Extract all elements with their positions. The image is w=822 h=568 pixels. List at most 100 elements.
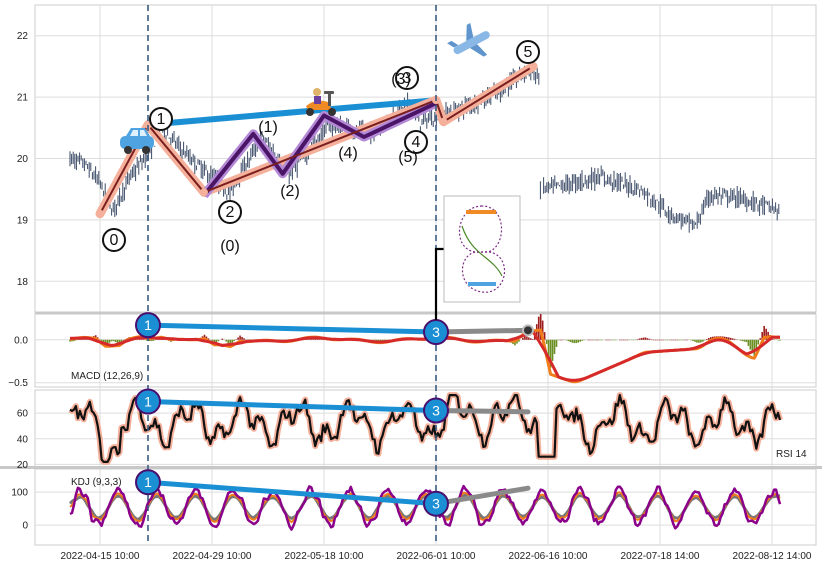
macd-histogram-bar: [731, 338, 734, 340]
y-tick-label: 18: [17, 277, 29, 288]
macd-histogram-bar: [652, 339, 655, 341]
macd-histogram-bar: [577, 339, 580, 343]
divergence-line: [145, 479, 439, 507]
grey-end-dot: [522, 324, 534, 337]
y-tick-label: 0.0: [14, 335, 28, 346]
macd-histogram-bar: [761, 332, 764, 340]
macd-histogram-bar: [765, 328, 767, 340]
wave-label-3: 3: [395, 66, 419, 90]
macd-histogram-bar: [217, 339, 220, 342]
thumbnail-inset: [443, 195, 521, 303]
kdj-label: KDJ (9,3,3): [71, 477, 122, 488]
macd-histogram-bar: [690, 339, 692, 341]
macd-histogram-bar: [561, 339, 564, 341]
sub-wave: [202, 101, 437, 197]
macd-histogram-bar: [112, 339, 115, 342]
wave-label-4: 4: [404, 130, 428, 154]
divergence-marker-circle: [423, 490, 449, 517]
macd-layer: [69, 314, 781, 384]
macd-histogram-bar: [636, 339, 639, 340]
macd-histogram-bar: [539, 314, 542, 340]
macd-histogram-bar: [704, 339, 706, 341]
macd-histogram-bar: [581, 339, 584, 341]
grey-divergence-line: [433, 327, 531, 335]
macd-histogram-bar: [227, 339, 230, 344]
divergence-marker-circle: [135, 312, 161, 339]
macd-histogram-bar: [674, 339, 676, 341]
macd-histogram-bar: [207, 338, 210, 340]
macd-histogram-bar: [225, 339, 228, 342]
macd-histogram-bar: [757, 339, 760, 345]
macd-histogram-bar: [619, 339, 621, 341]
macd-histogram-bar: [531, 339, 534, 340]
macd-histogram-bar: [741, 339, 744, 342]
wave-point: [200, 188, 208, 197]
macd-histogram-bar: [152, 339, 154, 342]
macd-histogram-bar: [108, 339, 111, 343]
wave-label-circle: [404, 130, 428, 154]
wave-label-text: 2: [226, 204, 235, 221]
macd-histogram-bar: [702, 339, 704, 342]
macd-histogram-bar: [611, 339, 613, 341]
macd-label: MACD (12,26,9): [71, 371, 143, 382]
macd-histogram-bar: [646, 338, 649, 340]
macd-histogram-bar: [100, 339, 103, 342]
kdj-layer: [68, 484, 782, 531]
macd-histogram-bar: [624, 339, 627, 341]
macd-histogram-bar: [118, 339, 121, 344]
macd-histogram-bar: [375, 339, 378, 341]
sub-wave-label: (1): [258, 119, 278, 136]
macd-histogram-bar: [239, 335, 241, 340]
macd-histogram-bar: [692, 339, 694, 341]
macd-histogram-bar: [680, 339, 682, 341]
macd-histogram-bar: [642, 337, 645, 340]
macd-histogram-bar: [670, 339, 673, 341]
macd-histogram-bar: [73, 339, 75, 342]
macd-histogram-bar: [106, 339, 109, 344]
trend-line: [145, 97, 439, 128]
macd-histogram-bar: [571, 339, 574, 343]
macd-histogram-bar: [211, 339, 214, 343]
macd-histogram-bar: [148, 339, 150, 342]
divergence-marker-text: 1: [144, 394, 152, 410]
y-tick-label: 40: [17, 434, 29, 445]
macd-histogram-bar: [601, 339, 603, 341]
macd-histogram-bar: [664, 339, 667, 341]
macd-histogram-bar: [660, 339, 663, 341]
y-tick-label: 20: [17, 460, 29, 471]
macd-histogram-bar: [537, 316, 540, 340]
macd-histogram-bar: [599, 339, 601, 341]
divergence-marker-1: 1: [135, 312, 161, 339]
macd-histogram-bar: [114, 339, 117, 343]
macd-histogram-bar: [644, 337, 647, 340]
divergence-marker-1: 1: [135, 388, 161, 415]
macd-histogram-bar: [75, 339, 77, 341]
inset-connector: [434, 247, 444, 321]
wave-point: [96, 209, 104, 218]
macd-histogram-bar: [605, 339, 607, 341]
macd-histogram-bar: [727, 337, 730, 340]
macd-histogram-bar: [142, 339, 144, 340]
macd-histogram-bar: [682, 339, 684, 341]
wave-label-text: 5: [524, 44, 533, 61]
macd-histogram-bar: [662, 339, 665, 341]
wave-label-5: 5: [516, 40, 540, 64]
macd-histogram-bar: [589, 339, 591, 341]
macd-histogram-bar: [729, 337, 732, 340]
macd-histogram-bar: [658, 339, 661, 341]
sub-wave-label: (4): [338, 145, 358, 162]
macd-histogram-bar: [607, 339, 609, 341]
divergence-marker-text: 3: [432, 324, 440, 340]
macd-histogram-bar: [549, 339, 552, 368]
macd-histogram-bar: [609, 339, 611, 341]
macd-histogram-bar: [749, 339, 752, 350]
macd-histogram-bar: [708, 337, 710, 340]
macd-histogram-bar: [579, 339, 582, 342]
macd-histogram-bar: [231, 339, 233, 343]
wave-label-text: 0: [110, 232, 119, 249]
macd-histogram-bar: [567, 339, 570, 342]
annotation-overlay: 1 3 1 3 1 3: [135, 5, 534, 545]
macd-histogram-bar: [120, 339, 123, 342]
macd-histogram-bar: [71, 339, 73, 342]
wave-label-circle: [102, 228, 126, 252]
